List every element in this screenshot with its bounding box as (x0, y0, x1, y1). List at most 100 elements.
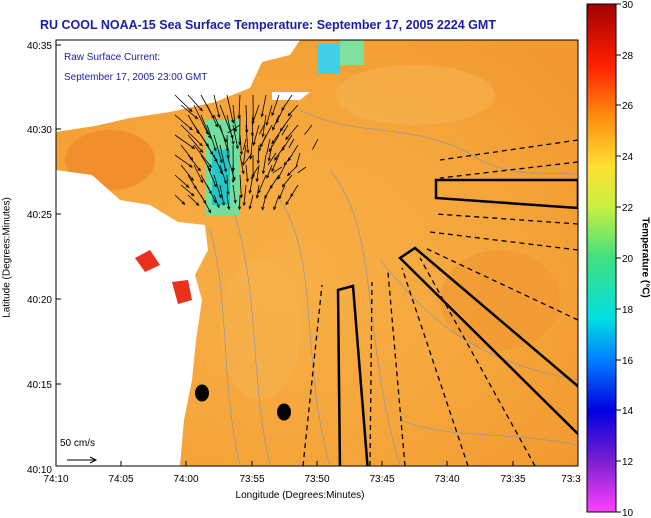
current-vector-head (252, 141, 256, 146)
ytick-label: 40:10 (27, 465, 52, 476)
current-vector-head (194, 115, 199, 120)
current-vector (295, 152, 301, 169)
xtick-label: 74:10 (43, 474, 68, 485)
current-vector-head (235, 145, 239, 150)
current-vector-head (195, 202, 200, 206)
current-vector-head (255, 178, 259, 183)
colorbar-tick-label: 26 (622, 101, 634, 112)
current-vector (219, 164, 227, 184)
current-vector-head (250, 132, 254, 137)
map-title: RU COOL NOAA-15 Sea Surface Temperature:… (40, 18, 496, 32)
colorbar-tick-label: 20 (622, 254, 634, 265)
current-vector (200, 154, 211, 172)
current-vector-head (219, 159, 223, 164)
current-vector (250, 166, 259, 180)
y-ticks (56, 44, 61, 467)
current-vector (271, 124, 286, 144)
current-vector-head (190, 177, 194, 182)
current-vector-head (272, 126, 276, 131)
current-vector (206, 104, 218, 127)
current-vector (174, 134, 195, 149)
current-vector (213, 194, 220, 208)
current-vector (219, 144, 227, 172)
current-vector (283, 154, 293, 166)
current-vector-head (273, 206, 277, 211)
cool-patch (335, 65, 495, 125)
current-vector-head (199, 149, 204, 154)
xtick-label: 73:55 (239, 474, 264, 485)
current-vector (187, 94, 203, 111)
current-vector (180, 104, 198, 119)
current-vector (174, 94, 193, 112)
current-vector-head (227, 206, 231, 211)
current-vector (262, 154, 267, 174)
current-vector (285, 124, 299, 140)
current-vector (312, 138, 319, 150)
current-vector-head (185, 184, 190, 188)
current-vector (281, 134, 293, 151)
current-vector (281, 124, 289, 136)
current-vector-head (188, 164, 193, 168)
surface-current-vectors (174, 94, 319, 214)
current-vector (242, 144, 247, 166)
current-vector (249, 194, 254, 209)
current-vector-head (226, 191, 230, 196)
current-vector (268, 144, 273, 161)
current-vector-head (231, 141, 235, 145)
colorbar-ticks (616, 3, 621, 513)
current-vector (213, 174, 222, 198)
current-vector (193, 104, 209, 135)
current-vector (290, 184, 299, 197)
xtick-label: 74:05 (108, 474, 133, 485)
current-vector (226, 134, 229, 159)
current-vector (243, 184, 247, 206)
current-vector (213, 114, 227, 142)
current-vector (262, 114, 267, 137)
hot-patch (135, 250, 160, 272)
radial-transects (302, 139, 578, 466)
current-vector (180, 184, 195, 197)
colorbar (586, 3, 617, 513)
current-vector-head (216, 204, 220, 209)
colorbar-tick-label: 16 (622, 356, 634, 367)
current-vector (273, 194, 280, 210)
current-vector-head (223, 168, 227, 173)
scale-label: 50 cm/s (60, 438, 95, 449)
current-vector-head (286, 172, 291, 177)
current-vector (180, 124, 203, 146)
current-vector (174, 154, 193, 168)
current-vector (249, 174, 254, 194)
current-vector (206, 164, 217, 188)
current-vector-head (239, 194, 243, 199)
current-vector (271, 94, 280, 116)
current-vector (256, 164, 260, 182)
current-vector (252, 104, 260, 125)
current-vector (174, 114, 193, 130)
current-vector (288, 138, 295, 149)
xtick-label: 73:3 (561, 474, 581, 485)
current-vector-head (190, 192, 195, 197)
station-marker (195, 384, 209, 402)
current-vector (187, 154, 201, 171)
current-vector (282, 174, 293, 187)
current-vector (174, 174, 190, 188)
current-vector (239, 154, 244, 174)
ytick-label: 40:25 (27, 210, 52, 221)
station-marker (277, 403, 291, 421)
current-vector (226, 114, 234, 145)
colorbar-tick-label: 18 (622, 305, 634, 316)
current-vector (297, 166, 307, 174)
legend-line-1: Raw Surface Current: (64, 52, 160, 63)
cold-patch (318, 44, 340, 74)
current-vector (272, 166, 283, 174)
scale-arrow-head (89, 456, 98, 464)
current-vector (187, 194, 199, 206)
current-vector (200, 194, 211, 213)
current-vector (304, 124, 313, 135)
current-vector-head (188, 108, 193, 113)
current-vector (285, 194, 293, 205)
current-vector (259, 124, 265, 135)
current-vector (272, 114, 280, 130)
xtick-label: 73:50 (304, 474, 329, 485)
current-vector-head (261, 170, 266, 175)
